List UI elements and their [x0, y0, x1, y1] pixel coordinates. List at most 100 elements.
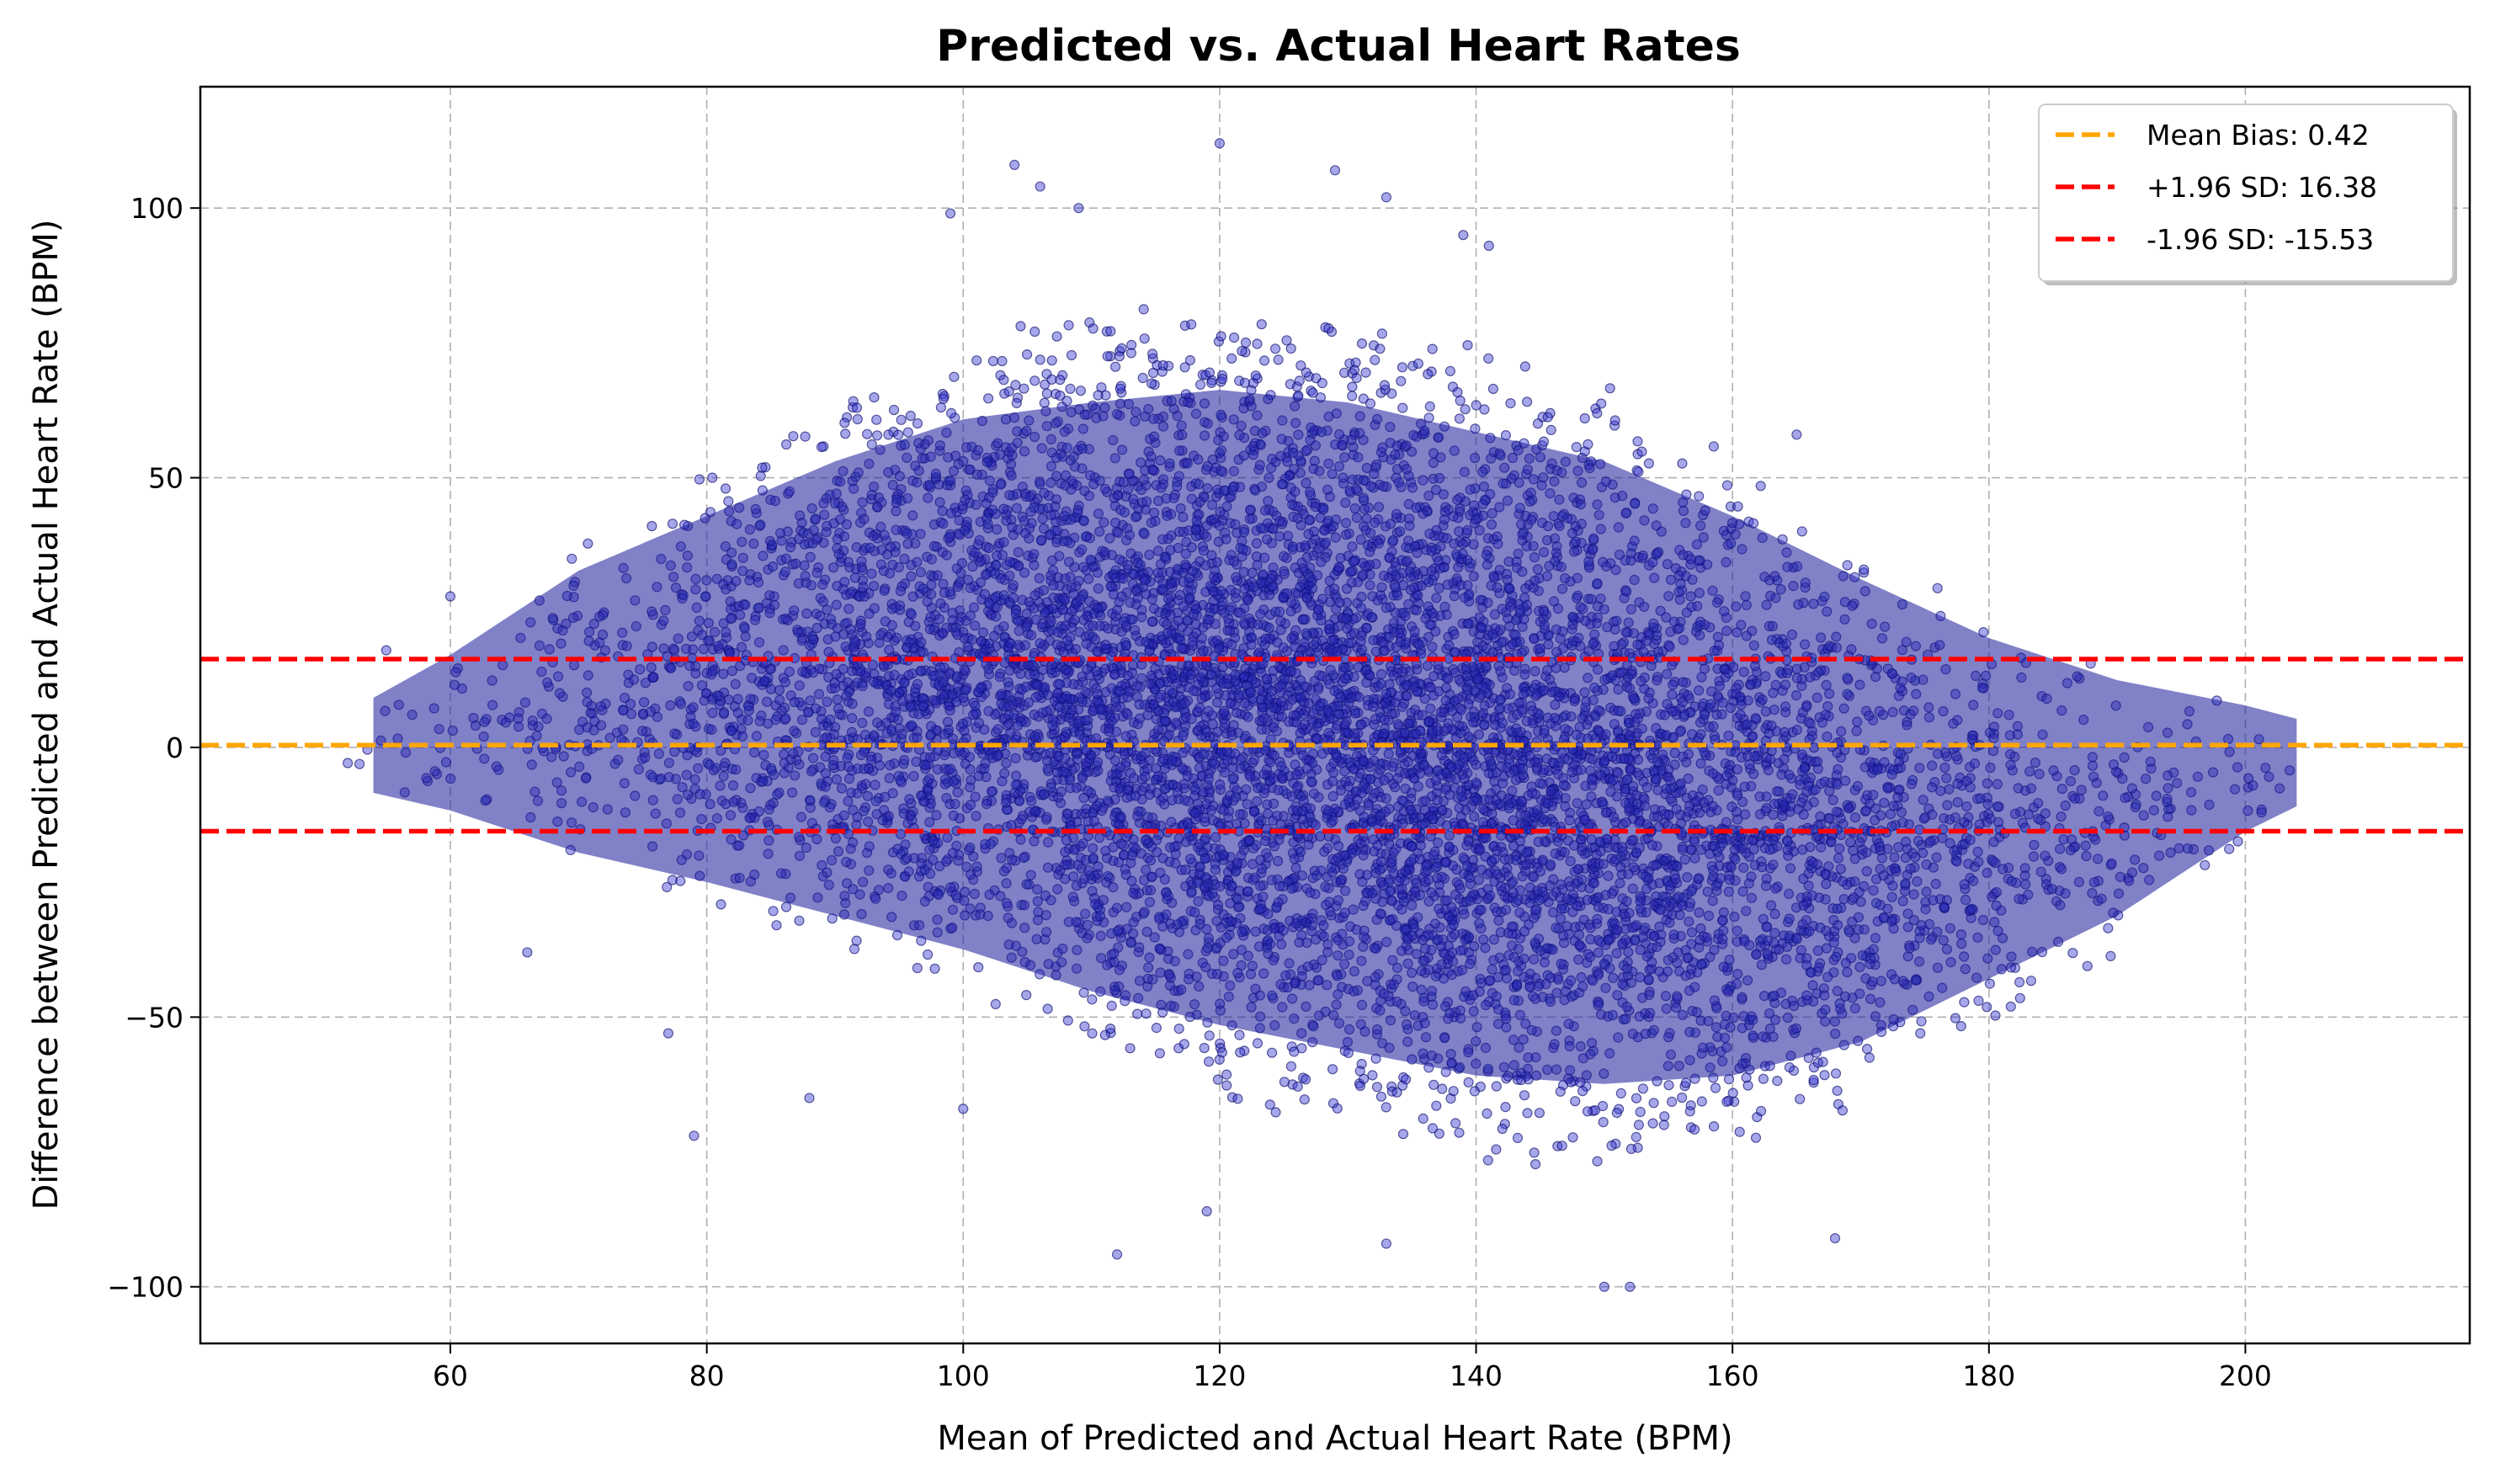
scatter-point: [1021, 989, 1032, 1001]
scatter-point: [2224, 843, 2235, 854]
scatter-point: [1680, 1077, 1692, 1088]
scatter-point: [1589, 1104, 1601, 1116]
scatter-point: [1950, 1013, 1961, 1024]
scatter-point: [862, 428, 873, 439]
scatter-point: [771, 920, 782, 931]
scatter-point: [2005, 1001, 2016, 1012]
scatter-point: [1521, 396, 1533, 407]
scatter-point: [1286, 1041, 1297, 1052]
scatter-point: [1862, 1043, 1873, 1055]
scatter-point: [1755, 481, 1766, 492]
scatter-point: [1396, 362, 1408, 373]
scatter-point: [1431, 1100, 1442, 1111]
scatter-point: [841, 412, 853, 423]
scatter-point: [1125, 1043, 1136, 1054]
scatter-point: [1240, 337, 1252, 348]
scatter-point: [1545, 424, 1556, 435]
scatter-point: [1795, 1093, 1806, 1104]
scatter-point: [1386, 388, 1397, 399]
scatter-point: [1758, 1073, 1769, 1084]
scatter-point: [893, 429, 904, 440]
scatter-point: [1035, 354, 1045, 365]
scatter-point: [1727, 1088, 1738, 1098]
scatter-point: [902, 427, 913, 438]
scatter-point: [1637, 1083, 1649, 1094]
scatter-point: [1264, 1099, 1275, 1110]
scatter-point: [1204, 1030, 1215, 1041]
scatter-point: [1084, 317, 1095, 328]
scatter-point: [1358, 393, 1369, 404]
scatter-point: [1529, 1147, 1540, 1158]
scatter-point: [1367, 1070, 1378, 1081]
scatter-point: [1252, 338, 1263, 349]
scatter-point: [1375, 1091, 1387, 1102]
scatter-point: [1984, 978, 1995, 989]
scatter-point: [343, 758, 354, 769]
scatter-point: [1125, 348, 1137, 359]
scatter-point: [1154, 1048, 1166, 1059]
scatter-point: [1428, 1079, 1439, 1090]
scatter-point: [1397, 1129, 1409, 1140]
scatter-point: [760, 461, 771, 473]
scatter-point: [1632, 436, 1643, 447]
scatter-point: [646, 520, 657, 532]
scatter-point: [1258, 355, 1270, 366]
scatter-point: [1555, 1086, 1566, 1097]
scatter-point: [971, 355, 982, 366]
scatter-point: [1079, 1021, 1090, 1032]
scatter-point: [1396, 1080, 1408, 1091]
scatter-point: [1631, 465, 1642, 476]
scatter-point: [945, 407, 957, 418]
scatter-point: [1139, 333, 1150, 344]
scatter-point: [997, 355, 1008, 367]
scatter-point: [866, 439, 877, 450]
scatter-point: [1101, 326, 1113, 337]
scatter-point: [1279, 1077, 1290, 1088]
scatter-point: [1635, 1106, 1646, 1118]
scatter-point: [1597, 1100, 1609, 1112]
scatter-point: [839, 418, 850, 428]
scatter-point: [768, 906, 779, 917]
scatter-point: [1483, 353, 1494, 364]
scatter-point: [1452, 386, 1463, 398]
scatter-point: [1327, 1098, 1339, 1109]
scatter-point: [1285, 1061, 1297, 1072]
scatter-point: [1596, 398, 1607, 409]
scatter-point: [1479, 404, 1490, 415]
chart-title: Predicted vs. Actual Heart Rates: [936, 21, 1741, 72]
scatter-point: [1234, 375, 1245, 386]
scatter-point: [720, 483, 731, 494]
scatter-point: [2014, 976, 2025, 988]
scatter-point: [1300, 1074, 1311, 1085]
scatter-point: [1295, 360, 1306, 371]
scatter-point: [1598, 1116, 1609, 1128]
scatter-point: [723, 496, 734, 507]
scatter-point: [1463, 1077, 1474, 1088]
scatter-point: [1270, 1107, 1281, 1118]
scatter-point: [716, 899, 726, 910]
scatter-point: [1212, 1074, 1224, 1085]
scatter-point: [1368, 340, 1380, 351]
scatter-point: [1292, 1081, 1303, 1092]
scatter-point: [1066, 349, 1077, 361]
scatter-point: [1199, 1042, 1210, 1054]
scatter-point: [1819, 1070, 1830, 1081]
scatter-point: [1982, 1002, 1992, 1013]
scatter-point: [1615, 1088, 1626, 1099]
scatter-point: [1756, 1105, 1767, 1117]
scatter-point: [1454, 1127, 1465, 1138]
scatter-point: [1019, 383, 1029, 394]
scatter-point: [1116, 343, 1127, 354]
scatter-point: [1663, 1080, 1674, 1091]
scatter-point: [1631, 1131, 1641, 1143]
scatter-point: [1106, 1000, 1117, 1012]
scatter-point: [1659, 1111, 1670, 1122]
scatter-point: [1256, 319, 1267, 330]
scatter-point: [1592, 1156, 1603, 1167]
scatter-point: [1347, 391, 1358, 402]
scatter-point: [1916, 1016, 1927, 1027]
scatter-point: [1184, 354, 1196, 366]
scatter-point: [1087, 994, 1098, 1005]
scatter-point: [888, 426, 899, 438]
scatter-point: [694, 474, 705, 485]
